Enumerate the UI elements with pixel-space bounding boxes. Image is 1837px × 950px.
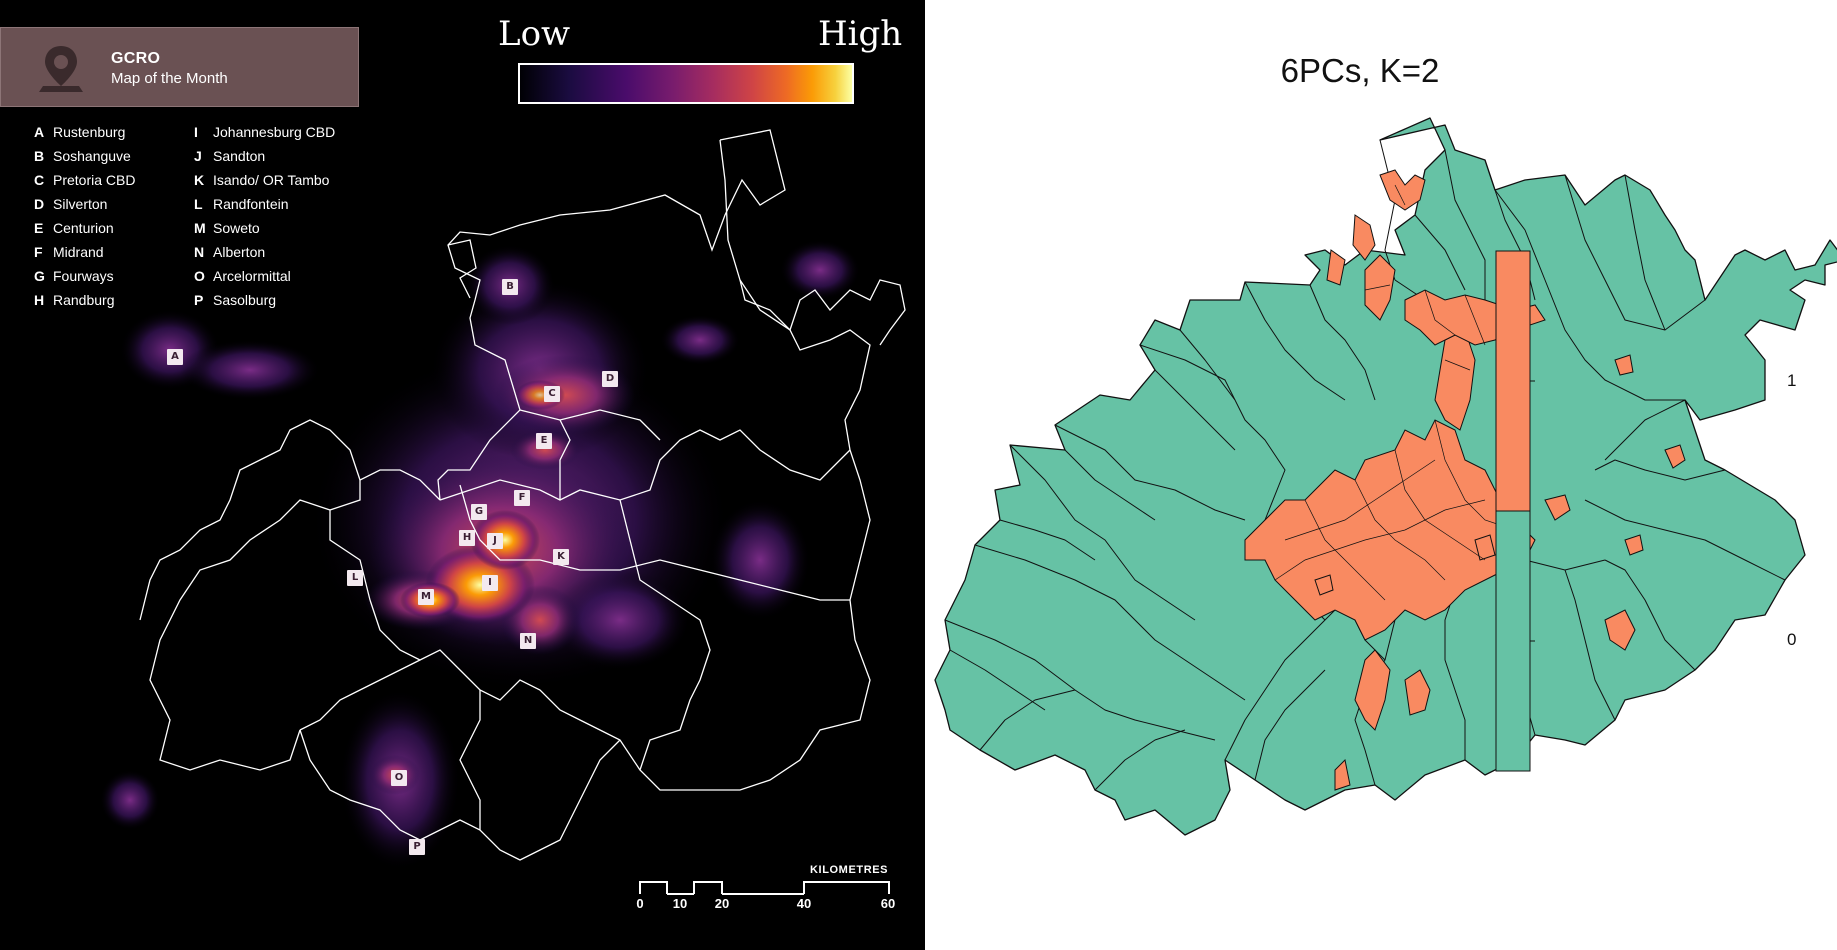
legend-item: N Alberton: [194, 244, 266, 260]
colorbar-label-0: 0: [1787, 630, 1797, 649]
legend-item: M Soweto: [194, 220, 260, 236]
place-marker: I: [482, 575, 498, 591]
place-marker: C: [544, 386, 560, 402]
place-marker: K: [553, 549, 569, 565]
legend-item: J Sandton: [194, 148, 266, 164]
scalebar-tick: 10: [672, 896, 688, 911]
scale-high-label: High: [818, 14, 903, 54]
place-marker: M: [418, 589, 434, 605]
scale-low-label: Low: [498, 14, 571, 54]
cluster-map-panel: 6PCs, K=2: [925, 0, 1837, 950]
gcro-heatmap-panel: GCRO Map of the Month A Rustenburg B Sosha…: [0, 0, 925, 950]
legend-item: C Pretoria CBD: [34, 172, 136, 188]
legend-item: G Fourways: [34, 268, 114, 284]
place-marker: G: [471, 504, 487, 520]
choropleth-map: [934, 117, 1837, 836]
legend-item: I Johannesburg CBD: [194, 124, 336, 140]
scalebar-tick: 40: [796, 896, 812, 911]
place-marker: O: [391, 770, 407, 786]
place-marker: N: [520, 633, 536, 649]
badge-title: GCRO: [111, 50, 161, 67]
badge-subtitle: Map of the Month: [111, 70, 228, 87]
place-marker: F: [514, 490, 530, 506]
gcro-badge: GCRO Map of the Month: [0, 27, 359, 107]
legend-item: D Silverton: [34, 196, 108, 212]
legend-item: B Soshanguve: [34, 148, 131, 164]
legend-item: H Randburg: [34, 292, 115, 308]
scalebar-tick: 60: [880, 896, 896, 911]
place-marker: E: [536, 433, 552, 449]
legend-item: L Randfontein: [194, 196, 289, 212]
place-marker: B: [502, 279, 518, 295]
scalebar-tick: 0: [636, 896, 644, 911]
place-marker: P: [409, 839, 425, 855]
place-marker: D: [602, 371, 618, 387]
legend-item: A Rustenburg: [34, 124, 126, 140]
plot-title: 6PCs, K=2: [1280, 52, 1440, 89]
colorbar-label-1: 1: [1787, 371, 1797, 390]
legend-item: E Centurion: [34, 220, 114, 236]
scalebar-title: KILOMETRES: [810, 864, 889, 876]
legend-item: P Sasolburg: [194, 292, 277, 308]
cluster-colorbar: [1495, 250, 1535, 772]
scalebar-tick: 20: [714, 896, 730, 911]
map-pin-icon: [39, 46, 83, 92]
place-marker: L: [347, 570, 363, 586]
heatmap-canvas: [100, 129, 906, 870]
place-marker: H: [459, 530, 475, 546]
legend-item: F Midrand: [34, 244, 104, 260]
municipal-boundaries: [139, 129, 906, 861]
legend-item: O Arcelormittal: [194, 268, 291, 284]
place-marker: J: [487, 533, 503, 549]
km-scalebar: [639, 881, 890, 895]
place-legend-col-2: I Johannesburg CBD J Sandton K Isando/ OR T…: [194, 124, 335, 316]
class-1-subdivisions: [1274, 184, 1516, 601]
legend-item: K Isando/ OR Tambo: [194, 172, 330, 188]
place-marker: A: [167, 349, 183, 365]
intensity-color-scale: [518, 63, 854, 104]
